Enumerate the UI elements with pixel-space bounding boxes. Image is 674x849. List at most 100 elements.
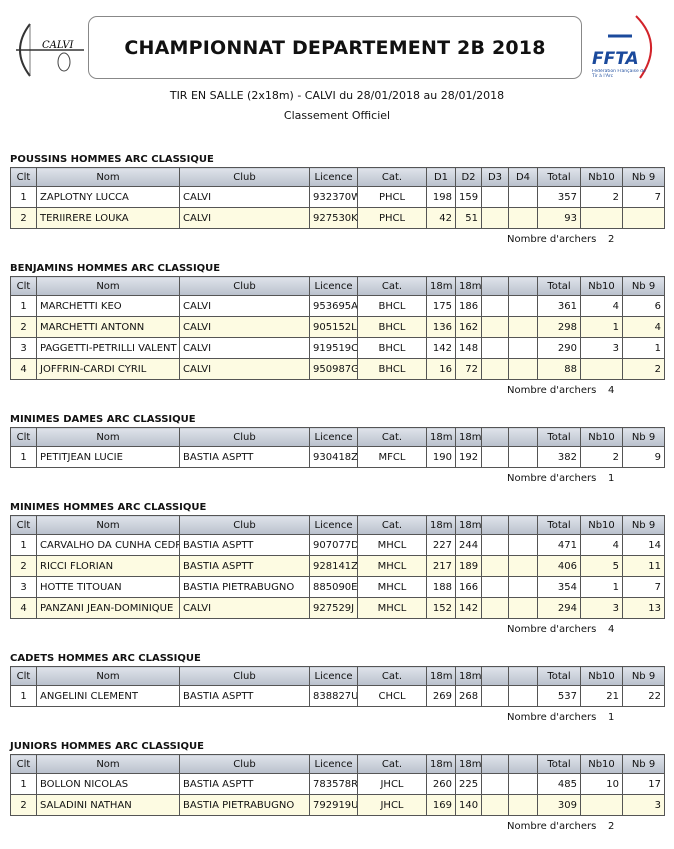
column-header: Nom — [36, 427, 180, 447]
header-row: Clt Nom Club Licence Cat. 18m 18m Total Nb10 Nb 9 — [10, 666, 665, 686]
cell: 217 — [426, 555, 456, 577]
cell: PAGGETTI-PETRILLI VALENT — [36, 337, 180, 359]
cell — [481, 446, 509, 468]
cell: 382 — [537, 446, 581, 468]
cell: 1 — [580, 576, 623, 598]
column-header: 18m — [426, 515, 456, 535]
archer-count: Nombre d'archers 4 — [10, 619, 664, 641]
sections: POUSSINS HOMMES ARC CLASSIQUE Clt Nom Club L… — [10, 153, 665, 849]
cell: HOTTE TITOUAN — [36, 576, 180, 598]
count-label: Nombre d'archers — [507, 624, 597, 635]
cell: CALVI — [179, 337, 310, 359]
header-row: Clt Nom Club Licence Cat. 18m 18m Total Nb10 Nb 9 — [10, 515, 665, 535]
results-table: Clt Nom Club Licence Cat. 18m 18m Total Nb10 Nb 9… — [10, 515, 665, 619]
cell: 2 — [10, 207, 37, 229]
column-header — [508, 754, 538, 774]
result-row: 1 ZAPLOTNY LUCCA CALVI 932370W PHCL 198 159 357… — [10, 186, 665, 208]
section-title: BENJAMINS HOMMES ARC CLASSIQUE — [10, 263, 221, 274]
section-title: MINIMES DAMES ARC CLASSIQUE — [10, 414, 196, 425]
column-header — [508, 276, 538, 296]
table-head: Clt Nom Club Licence Cat. 18m 18m Total Nb10 Nb 9 — [10, 666, 665, 686]
cell — [580, 794, 623, 816]
cell: 22 — [622, 685, 665, 707]
cell: TERIIRERE LOUKA — [36, 207, 180, 229]
cell: BHCL — [357, 358, 427, 380]
cell: 189 — [455, 555, 482, 577]
result-row: 2 RICCI FLORIAN BASTIA ASPTT 928141Z MHCL 217… — [10, 555, 665, 577]
cell: 17 — [622, 773, 665, 795]
section-title: CADETS HOMMES ARC CLASSIQUE — [10, 653, 201, 664]
column-header: Nom — [36, 276, 180, 296]
column-header: Cat. — [357, 276, 427, 296]
cell: 169 — [426, 794, 456, 816]
subtitle: TIR EN SALLE (2x18m) - CALVI du 28/01/20… — [169, 89, 505, 102]
cell: CALVI — [179, 316, 310, 338]
cell: 838827U — [309, 685, 358, 707]
table-head: Clt Nom Club Licence Cat. 18m 18m Total Nb10 Nb 9 — [10, 276, 665, 296]
cell: 357 — [537, 186, 581, 208]
cell: 919519C — [309, 337, 358, 359]
cell: 3 — [622, 794, 665, 816]
cell: 7 — [622, 576, 665, 598]
cell — [508, 316, 538, 338]
count-label: Nombre d'archers — [507, 234, 597, 245]
column-header: Total — [537, 427, 581, 447]
column-header: Clt — [10, 167, 37, 187]
cell: 13 — [622, 597, 665, 619]
cell — [481, 207, 509, 229]
column-header: Licence — [309, 754, 358, 774]
cell — [508, 794, 538, 816]
column-header: Clt — [10, 276, 37, 296]
cell: 783578R — [309, 773, 358, 795]
table-body: 1 ANGELINI CLEMENT BASTIA ASPTT 838827U CHCL… — [10, 685, 665, 707]
column-header: Nom — [36, 515, 180, 535]
cell: 190 — [426, 446, 456, 468]
cell: MARCHETTI KEO — [36, 295, 180, 317]
count-value: 1 — [608, 473, 615, 484]
column-header: Club — [179, 276, 310, 296]
cell: 309 — [537, 794, 581, 816]
column-header: Nb10 — [580, 754, 623, 774]
cell: 159 — [455, 186, 482, 208]
result-row: 1 ANGELINI CLEMENT BASTIA ASPTT 838827U CHCL… — [10, 685, 665, 707]
column-header: 18m — [455, 427, 482, 447]
cell: 1 — [10, 773, 37, 795]
cell: 1 — [580, 316, 623, 338]
result-row: 1 CARVALHO DA CUNHA CEDR BASTIA ASPTT 90707… — [10, 534, 665, 556]
column-header: Nb 9 — [622, 167, 665, 187]
column-header: Total — [537, 167, 581, 187]
cell — [508, 534, 538, 556]
cell: BASTIA PIETRABUGNO — [179, 794, 310, 816]
column-header: Nb 9 — [622, 515, 665, 535]
column-header: Clt — [10, 515, 37, 535]
cell: 2 — [10, 316, 37, 338]
cell: 260 — [426, 773, 456, 795]
cell: 11 — [622, 555, 665, 577]
cell: 2 — [580, 446, 623, 468]
column-header: Club — [179, 427, 310, 447]
column-header: Cat. — [357, 666, 427, 686]
cell: 162 — [455, 316, 482, 338]
result-row: 2 SALADINI NATHAN BASTIA PIETRABUGNO 792919… — [10, 794, 665, 816]
cell — [508, 685, 538, 707]
cell: 166 — [455, 576, 482, 598]
column-header: 18m — [455, 515, 482, 535]
column-header: 18m — [455, 276, 482, 296]
cell — [622, 207, 665, 229]
cell — [481, 597, 509, 619]
column-header — [508, 515, 538, 535]
column-header: Licence — [309, 167, 358, 187]
header-row: Clt Nom Club Licence Cat. 18m 18m Total Nb10 Nb 9 — [10, 754, 665, 774]
results-table: Clt Nom Club Licence Cat. 18m 18m Total Nb10 Nb 9… — [10, 666, 665, 707]
header-row: Clt Nom Club Licence Cat. 18m 18m Total Nb10 Nb 9 — [10, 276, 665, 296]
cell: MHCL — [357, 555, 427, 577]
result-row: 1 MARCHETTI KEO CALVI 953695A BHCL 175 186 361 4… — [10, 295, 665, 317]
column-header: Total — [537, 276, 581, 296]
cell: 136 — [426, 316, 456, 338]
cell: 72 — [455, 358, 482, 380]
cell: 905152L — [309, 316, 358, 338]
cell — [481, 794, 509, 816]
cell: 152 — [426, 597, 456, 619]
cell: 51 — [455, 207, 482, 229]
count-value: 1 — [608, 712, 615, 723]
